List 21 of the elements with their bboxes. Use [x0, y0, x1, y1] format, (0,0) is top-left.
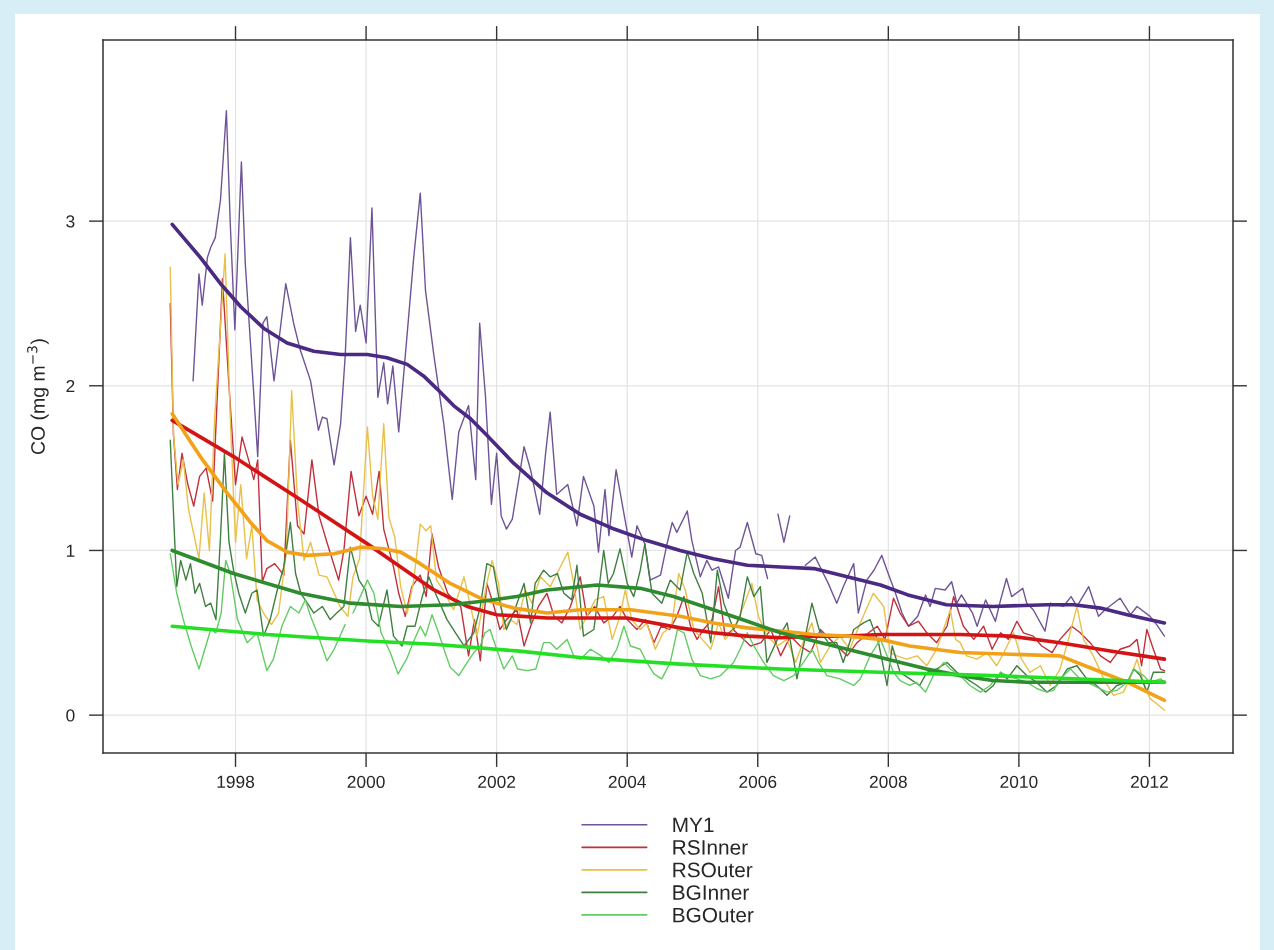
y-tick-label: 2	[66, 379, 75, 393]
y-tick-label: 0	[66, 709, 75, 722]
x-tick-label: 2002	[478, 775, 516, 788]
line-series	[170, 418, 1167, 661]
x-tick-label: 2006	[739, 775, 777, 788]
legend-label: RSOuter	[673, 862, 753, 878]
x-tick-label: 2008	[869, 775, 907, 788]
y-tick-label: 1	[66, 544, 75, 557]
x-tick-label: 2004	[608, 775, 646, 788]
legend-label: BGInner	[673, 885, 749, 900]
line-series	[170, 222, 1167, 625]
line-series	[170, 624, 1167, 684]
x-tick-label: 1998	[217, 775, 255, 788]
y-axis-title: CO (mg m$^{−3}$)	[27, 339, 49, 455]
x-tick-label: 2012	[1131, 775, 1168, 788]
y-tick-label: 3	[66, 215, 75, 228]
x-tick-label: 2010	[1000, 775, 1038, 788]
legend-label: RSInner	[673, 840, 748, 855]
legend-label: BGOuter	[673, 907, 754, 923]
legend-label: MY1	[673, 817, 714, 833]
x-tick-label: 2000	[347, 775, 385, 788]
